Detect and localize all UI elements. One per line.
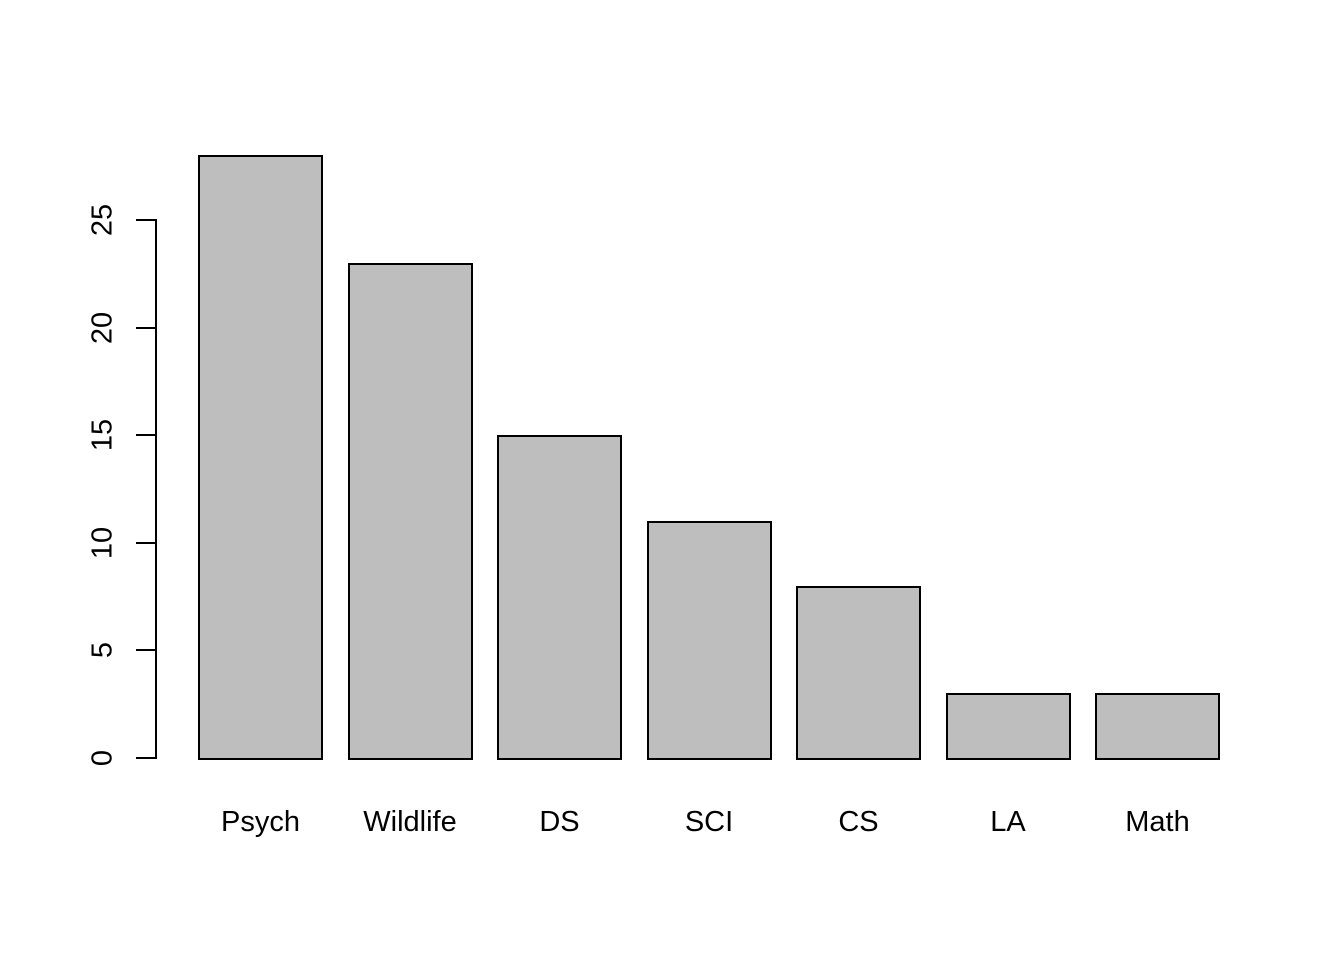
x-label-psych: Psych <box>221 806 300 838</box>
bar-wildlife <box>347 263 473 760</box>
bar-la <box>945 693 1071 760</box>
y-tick-label-10: 10 <box>86 526 119 559</box>
y-tick-0 <box>136 757 155 759</box>
x-label-ds: DS <box>539 806 580 838</box>
y-tick-label-25: 25 <box>86 203 119 237</box>
y-tick-20 <box>136 326 155 329</box>
x-label-cs: CS <box>838 806 879 838</box>
y-tick-label-0: 0 <box>86 749 119 767</box>
bar-sci <box>646 521 772 760</box>
y-axis-line <box>155 219 157 759</box>
bar-math <box>1095 693 1220 760</box>
bar-cs <box>796 585 921 760</box>
y-tick-25 <box>136 219 155 221</box>
bar-ds <box>497 435 622 760</box>
y-tick-15 <box>136 434 155 437</box>
x-label-math: Math <box>1125 806 1190 838</box>
x-label-la: LA <box>990 806 1026 838</box>
y-tick-5 <box>136 649 155 652</box>
bar-psych <box>198 155 323 760</box>
y-tick-10 <box>136 541 155 544</box>
y-tick-label-20: 20 <box>86 311 119 344</box>
x-label-wildlife: Wildlife <box>363 806 457 838</box>
x-label-sci: SCI <box>684 806 734 838</box>
y-tick-label-5: 5 <box>86 642 119 659</box>
y-tick-label-15: 15 <box>86 419 119 452</box>
